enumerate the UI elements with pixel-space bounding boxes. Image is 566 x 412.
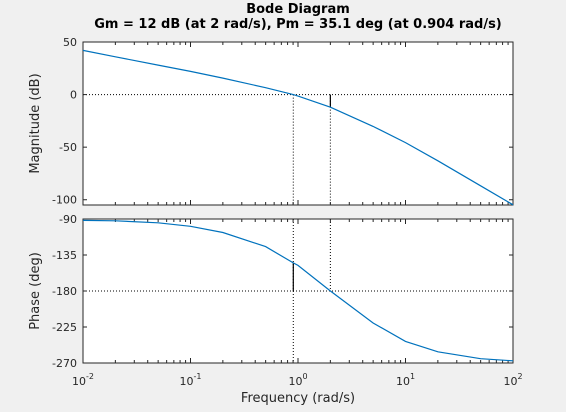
chart-title: Bode Diagram <box>246 2 350 17</box>
magnitude-axes[interactable] <box>82 41 514 206</box>
magnitude-curve <box>82 49 514 206</box>
xtick-label: 100 <box>288 372 307 388</box>
phase-ytick-label: -90 <box>59 213 77 226</box>
magnitude-ytick-label: 0 <box>70 89 77 102</box>
phase-curve <box>82 219 514 362</box>
xtick-label: 102 <box>503 372 522 388</box>
margin-markers <box>292 94 331 363</box>
xtick-label: 10-2 <box>72 372 94 388</box>
chart-subtitle: Gm = 12 dB (at 2 rad/s), Pm = 35.1 deg (… <box>94 17 502 32</box>
phase-ylabel: Phase (deg) <box>28 252 43 330</box>
phase-ytick-label: -225 <box>52 321 77 334</box>
magnitude-ylabel: Magnitude (dB) <box>28 73 43 173</box>
phase-axes[interactable] <box>82 218 514 364</box>
xtick-label: 10-1 <box>180 372 202 388</box>
response-curves <box>82 49 514 362</box>
xtick-label: 101 <box>396 372 415 388</box>
magnitude-ytick-label: 50 <box>63 36 77 49</box>
frequency-xlabel: Frequency (rad/s) <box>241 391 355 406</box>
magnitude-ytick-label: -50 <box>59 141 77 154</box>
phase-ytick-label: -135 <box>52 249 77 262</box>
axis-ticks: 50 0 -50 -100 -90 -135 -180 -225 -270 10-2 10-1 100… <box>52 36 523 388</box>
magnitude-ytick-label: -100 <box>52 194 77 207</box>
phase-ytick-label: -180 <box>52 285 77 298</box>
phase-ytick-label: -270 <box>52 357 77 370</box>
